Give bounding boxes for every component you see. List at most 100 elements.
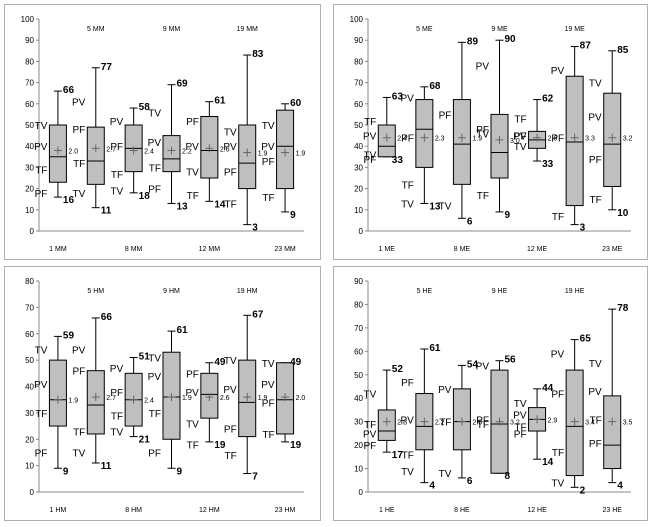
min-label: 19 [214,440,226,451]
box-tag-label: TF [149,163,161,174]
y-tick-label: 60 [25,330,34,339]
mean-label: 3.2 [510,420,520,427]
y-tick-label: 90 [354,36,363,45]
y-tick-label: 20 [354,441,363,450]
y-tick-label: 70 [25,303,34,312]
max-label: 58 [139,102,151,113]
box-tag-label: TV [476,129,489,140]
box-tag-label: TF [514,115,526,126]
min-label: 6 [467,216,473,227]
min-label: 11 [101,206,112,217]
mean-label: 3.2 [623,136,633,143]
box-tag-label: TV [262,121,275,132]
min-label: 33 [542,159,554,170]
y-tick-label: 50 [354,371,363,380]
min-label: 9 [177,466,183,477]
mean-label: 3.0 [510,138,520,145]
x-category-label: 8 ME [454,246,471,253]
mean-label: 2.4 [144,398,154,405]
y-tick-label: 30 [25,409,34,418]
x-category-label: 5 MM [87,26,105,33]
max-label: 66 [101,312,113,323]
mean-label: 2.7 [106,395,116,402]
y-tick-label: 30 [354,418,363,427]
box-tag-label: TF [552,448,564,459]
panel-hm: 0 10 20 30 40 50 60 70 80 1.9 59 9 1 HM TV PV TF PF 2.7 66… [4,266,321,521]
y-tick-label: 80 [25,57,34,66]
max-label: 68 [429,81,441,92]
mean-label: 2.4 [144,148,154,155]
max-label: 85 [617,45,629,56]
box-tag-label: PF [35,189,48,200]
box-tag-label: PF [514,132,527,143]
max-label: 83 [252,49,264,60]
y-tick-label: 10 [25,462,34,471]
box-tag-label: PF [364,441,377,452]
box-tag-label: PF [224,425,237,436]
box-tag-label: TF [35,409,47,420]
box-tag-label: PV [438,385,452,396]
box-tag-label: PV [261,142,275,153]
box-tag-label: TF [402,180,414,191]
min-label: 9 [63,466,69,477]
x-category-label: 23 HE [602,507,622,514]
min-label: 33 [392,155,404,166]
x-category-label: 5 ME [416,26,433,33]
mean-label: 2.6 [548,136,558,143]
y-tick-label: 30 [25,163,34,172]
min-label: 3 [580,223,586,234]
x-category-label: 23 HM [275,507,296,514]
box-tag-label: PF [148,448,161,459]
y-tick-label: 100 [350,15,364,24]
panel-me: 0 10 20 30 40 50 60 70 80 90 100 2.4 63 33 1 ME TF PV TV P… [333,4,648,260]
box-tag-label: TF [224,451,236,462]
max-label: 52 [392,364,404,375]
box-tag-label: PV [186,388,200,399]
box-tag-label: TV [589,79,602,90]
max-label: 78 [617,303,629,314]
min-label: 4 [617,481,623,492]
box-tag-label: TF [364,420,376,431]
max-label: 59 [63,330,75,341]
min-label: 9 [505,210,511,221]
y-tick-label: 80 [354,57,363,66]
box-tag-label: TF [477,420,489,431]
x-category-label: 1 MM [49,246,67,253]
y-tick-label: 10 [354,465,363,474]
max-label: 90 [505,34,517,45]
box-tag-label: TV [148,108,161,119]
max-label: 61 [429,343,441,354]
box-tag-label: PF [589,155,602,166]
y-tick-label: 70 [25,79,34,88]
mean-label: 1.9 [68,398,78,405]
max-label: 89 [467,36,479,47]
min-label: 21 [139,435,151,446]
mean-label: 2.4 [397,136,407,143]
mean-label: 2.6 [220,395,230,402]
box-tag-label: PV [186,142,200,153]
max-label: 44 [542,383,554,394]
box-tag-label: PF [439,110,452,121]
mean-label: 2.8 [397,420,407,427]
max-label: 60 [290,98,302,109]
y-tick-label: 0 [30,227,35,236]
box-tag-label: PV [110,117,124,128]
max-label: 49 [214,357,226,368]
x-category-label: 9 ME [491,26,508,33]
box-tag-label: PF [262,157,275,168]
box-tag-label: PF [110,142,123,153]
box-tag-label: TV [110,187,123,198]
box-tag-label: PF [186,117,199,128]
box-tag-label: PF [551,134,564,145]
box-tag-label: PV [363,132,377,143]
box-tag-label: PV [148,372,162,383]
min-label: 9 [290,210,296,221]
max-label: 65 [580,334,592,345]
x-category-label: 19 HE [565,288,585,295]
box-tag-label: TV [589,359,602,370]
y-tick-label: 90 [25,36,34,45]
box-tag-label: PV [223,385,237,396]
